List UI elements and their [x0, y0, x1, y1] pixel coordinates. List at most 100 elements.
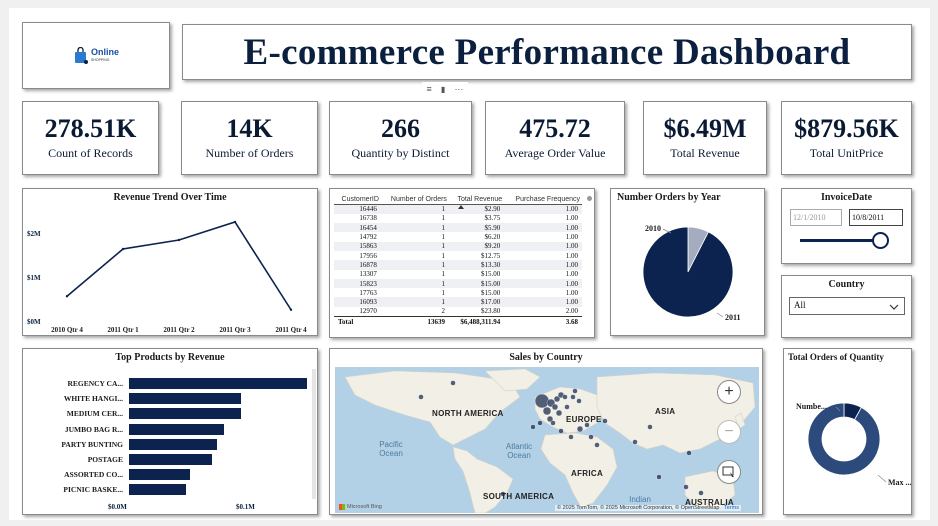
country-dropdown[interactable]: All: [789, 297, 905, 315]
revenue-line[interactable]: [66, 221, 292, 311]
table-row[interactable]: 15823 1 $15.00 1.00: [334, 278, 582, 289]
map-bubble[interactable]: [555, 409, 563, 417]
kpi-label: Quantity by Distinct: [351, 146, 450, 161]
pie-slice[interactable]: [807, 402, 881, 476]
table-cell: 15823: [334, 278, 381, 289]
map-bubble[interactable]: [558, 428, 564, 434]
map-bubble[interactable]: [632, 439, 638, 445]
table-row[interactable]: 16093 1 $17.00 1.00: [334, 297, 582, 307]
table-row[interactable]: 16446 1 $2.90 1.00: [334, 204, 582, 214]
focus-mode-icon[interactable]: ▮: [440, 84, 446, 94]
map-bubble[interactable]: [530, 424, 536, 430]
data-point[interactable]: [233, 220, 237, 224]
map-bubble[interactable]: [542, 406, 552, 416]
bar[interactable]: [129, 423, 224, 435]
bar[interactable]: [129, 408, 242, 420]
x-tick-label: 2011 Qtr 3: [219, 326, 251, 334]
revenue-trend-card: Revenue Trend Over Time $2M $1M $0M 2010…: [22, 188, 318, 336]
map-bubble[interactable]: [562, 394, 568, 400]
table-row[interactable]: 16878 1 $13.30 1.00: [334, 260, 582, 270]
map-bubble[interactable]: [500, 491, 506, 497]
map-area[interactable]: NORTH AMERICA EUROPE ASIA AFRICA SOUTH A…: [335, 367, 759, 513]
table-cell: 1.00: [504, 204, 582, 214]
column-header[interactable]: Purchase Frequency: [504, 195, 582, 205]
table-row[interactable]: 17763 1 $15.00 1.00: [334, 288, 582, 297]
data-point[interactable]: [121, 247, 125, 251]
data-point[interactable]: [289, 308, 293, 311]
more-options-icon[interactable]: ···: [454, 84, 464, 94]
attribution-text[interactable]: © 2025 TomTom, © 2025 Microsoft Corporat…: [557, 505, 720, 511]
map-bubble[interactable]: [656, 474, 662, 480]
zoom-in-button[interactable]: +: [717, 380, 741, 404]
bing-logo: Microsoft Bing: [339, 504, 382, 510]
map-bubble[interactable]: [588, 434, 594, 440]
column-header[interactable]: CustomerID: [334, 195, 381, 205]
map-bubble[interactable]: [568, 434, 574, 440]
map-bubble[interactable]: [602, 418, 608, 424]
column-header[interactable]: Number of Orders: [380, 195, 449, 205]
data-point[interactable]: [177, 238, 181, 242]
table-row[interactable]: 14792 1 $6.20 1.00: [334, 232, 582, 241]
customer-table: CustomerID Number of Orders Total Revenu…: [334, 195, 582, 328]
table-cell: 1.00: [504, 241, 582, 251]
map-bubble[interactable]: [537, 420, 543, 426]
map-bubble[interactable]: [647, 424, 653, 430]
map-bubble[interactable]: [550, 420, 556, 426]
data-point[interactable]: [65, 295, 69, 298]
vertical-scrollbar[interactable]: [312, 369, 316, 499]
map-bubble[interactable]: [418, 394, 424, 400]
table-row[interactable]: 15863 1 $9.20 1.00: [334, 241, 582, 251]
table-row[interactable]: 17956 1 $12.75 1.00: [334, 251, 582, 260]
map-bubble[interactable]: [686, 450, 692, 456]
table-cell: 15863: [334, 241, 381, 251]
bar[interactable]: [129, 454, 212, 465]
bar[interactable]: [129, 469, 190, 481]
table-cell: 1.00: [565, 214, 578, 223]
table-cell: 1: [441, 214, 445, 223]
table-row[interactable]: 16454 1 $5.90 1.00: [334, 223, 582, 233]
map-bubble[interactable]: [551, 403, 559, 411]
map-bubble[interactable]: [546, 415, 554, 423]
map-select-button[interactable]: [717, 460, 741, 484]
pie-slice[interactable]: [642, 226, 734, 318]
start-date-input[interactable]: 12/1/2010: [790, 209, 842, 226]
table-cell: $15.00: [480, 288, 501, 297]
bar[interactable]: [129, 378, 308, 389]
end-date-input[interactable]: 10/8/2011: [849, 209, 903, 226]
pie-data-label: 2010: [645, 224, 661, 233]
bar[interactable]: [129, 484, 186, 496]
bar[interactable]: [129, 393, 242, 405]
map-bubble[interactable]: [570, 394, 576, 400]
zoom-out-button[interactable]: −: [717, 420, 741, 444]
table-row[interactable]: 12970 2 $23.80 2.00: [334, 307, 582, 316]
table-cell: 1: [441, 233, 445, 242]
map-bubble[interactable]: [564, 404, 570, 410]
date-range-handle[interactable]: [872, 232, 889, 249]
ocean-label: Indian: [629, 495, 651, 504]
map-bubble[interactable]: [576, 425, 584, 433]
map-bubble[interactable]: [534, 393, 550, 409]
map-bubble[interactable]: [594, 442, 600, 448]
filter-icon[interactable]: ≡: [426, 84, 432, 94]
table-row[interactable]: 13307 1 $15.00 1.00: [334, 270, 582, 279]
map-bubble[interactable]: [450, 380, 456, 386]
kpi-value: 14K: [226, 113, 273, 143]
map-bubble[interactable]: [584, 422, 590, 428]
orders-by-year-pie: 2010 2011: [642, 224, 741, 322]
table-cell: 1: [441, 288, 445, 297]
table-cell: 17763: [359, 288, 377, 297]
terms-link[interactable]: Terms: [724, 505, 739, 511]
map-bubble[interactable]: [553, 395, 561, 403]
scrollbar-thumb[interactable]: [587, 196, 592, 201]
bar[interactable]: [129, 438, 218, 450]
map-bubble[interactable]: [683, 484, 689, 490]
map-bubble[interactable]: [572, 388, 578, 394]
table-row[interactable]: 16738 1 $3.75 1.00: [334, 214, 582, 223]
microsoft-logo-icon: [339, 504, 345, 510]
table-cell: 13307: [359, 270, 377, 279]
map-bubble[interactable]: [576, 398, 582, 404]
table-cell: 16738: [359, 214, 377, 223]
map-bubble[interactable]: [698, 490, 704, 496]
column-header[interactable]: Total Revenue: [448, 195, 505, 205]
bar-category-label: PARTY BUNTING: [61, 439, 123, 449]
